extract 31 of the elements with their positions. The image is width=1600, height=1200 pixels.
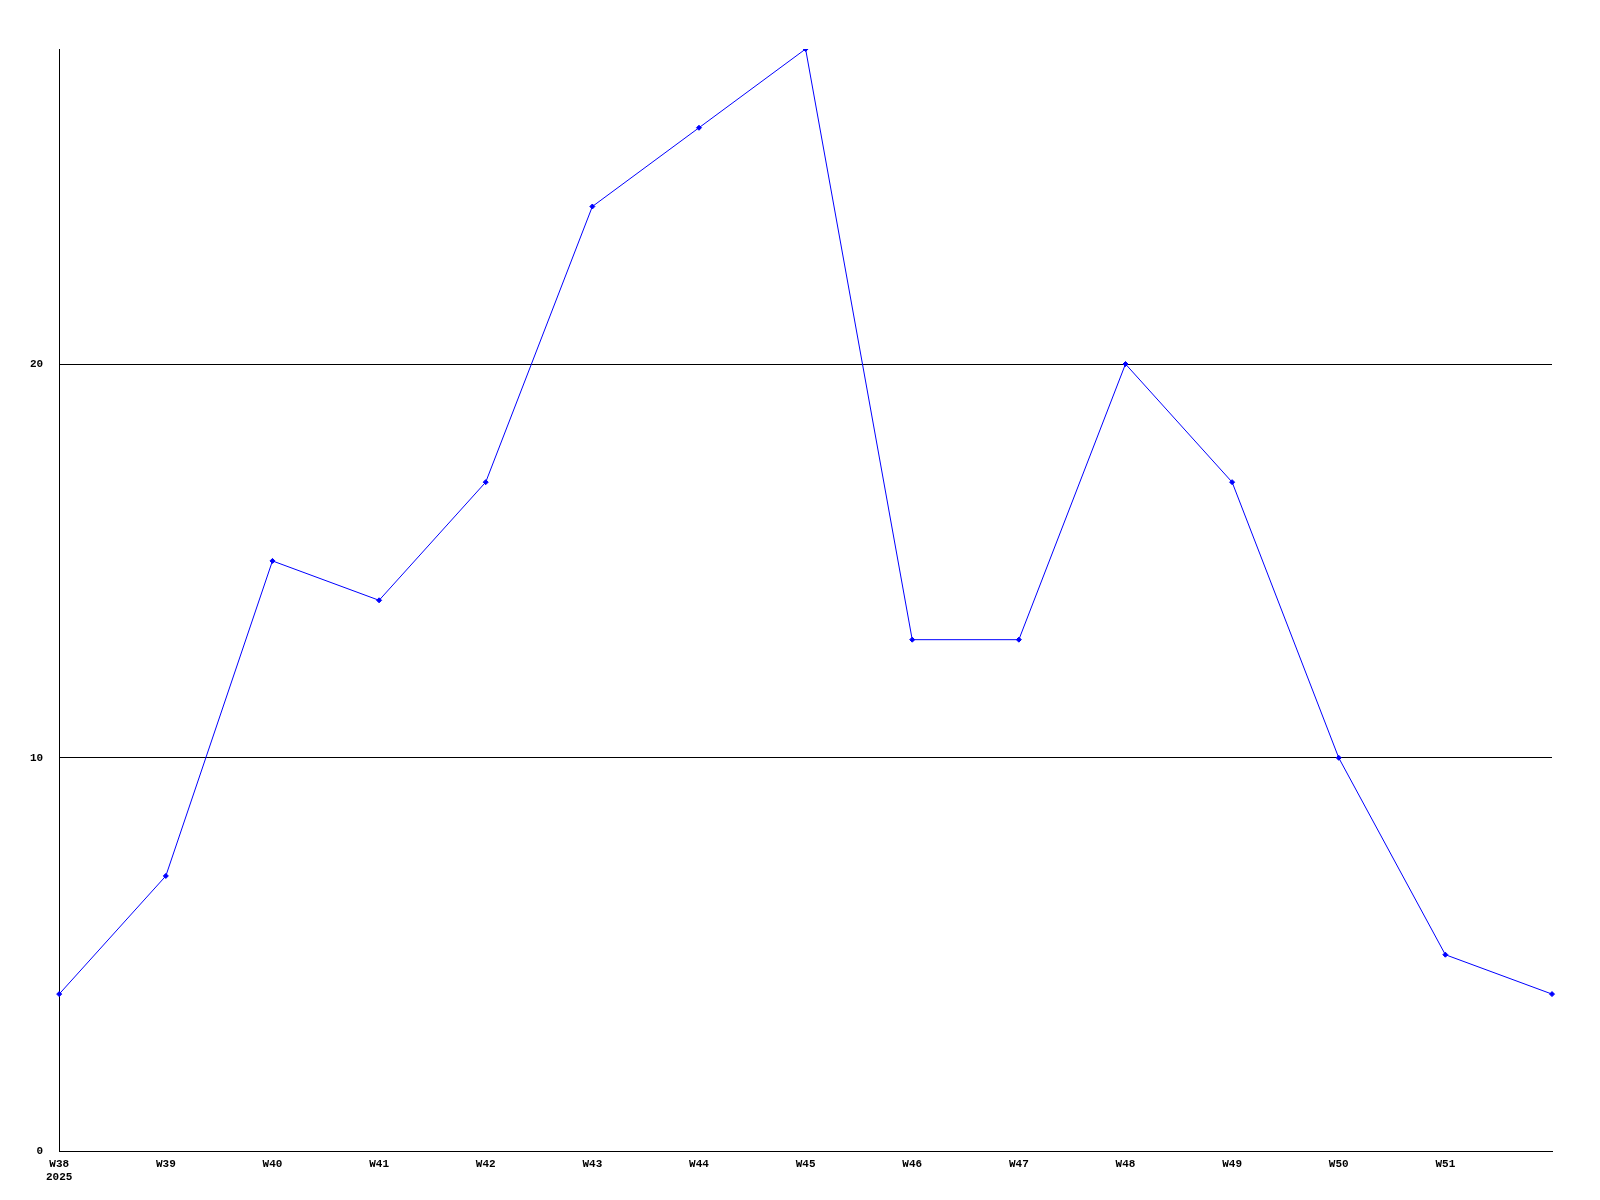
point [1549, 991, 1555, 998]
x-tick-label: W40 [262, 1157, 283, 1170]
point [269, 557, 276, 564]
point [482, 479, 489, 486]
x-tick-label: W39 [155, 1157, 176, 1170]
x-tick-label: W43 [582, 1157, 603, 1170]
point [162, 872, 169, 879]
x-tick-label: W41 [369, 1157, 390, 1170]
x-tick-label: W46 [902, 1157, 923, 1170]
point [909, 636, 916, 643]
point [695, 124, 702, 131]
x-tick-label: W42 [475, 1157, 496, 1170]
y-tick-label: 10 [30, 751, 44, 764]
point [1442, 951, 1449, 958]
x-tick-label: W50 [1328, 1157, 1349, 1170]
x-tick-label: W48 [1115, 1157, 1136, 1170]
point [589, 203, 596, 210]
x-tick-label: W45 [795, 1157, 816, 1170]
x-tick-label: W44 [689, 1157, 710, 1170]
x-tick-label: W47 [1008, 1157, 1029, 1170]
y-tick-label: 0 [36, 1145, 44, 1158]
x-tick-label: W51 [1435, 1157, 1456, 1170]
point [56, 991, 63, 998]
point [1335, 754, 1342, 761]
point [1229, 479, 1236, 486]
point [1122, 361, 1129, 368]
x-tick-label: W38 2025 [46, 1157, 73, 1184]
x-tick-label: W49 [1222, 1157, 1243, 1170]
point [376, 597, 383, 604]
point [1015, 636, 1022, 643]
y-tick-label: 20 [30, 357, 44, 370]
